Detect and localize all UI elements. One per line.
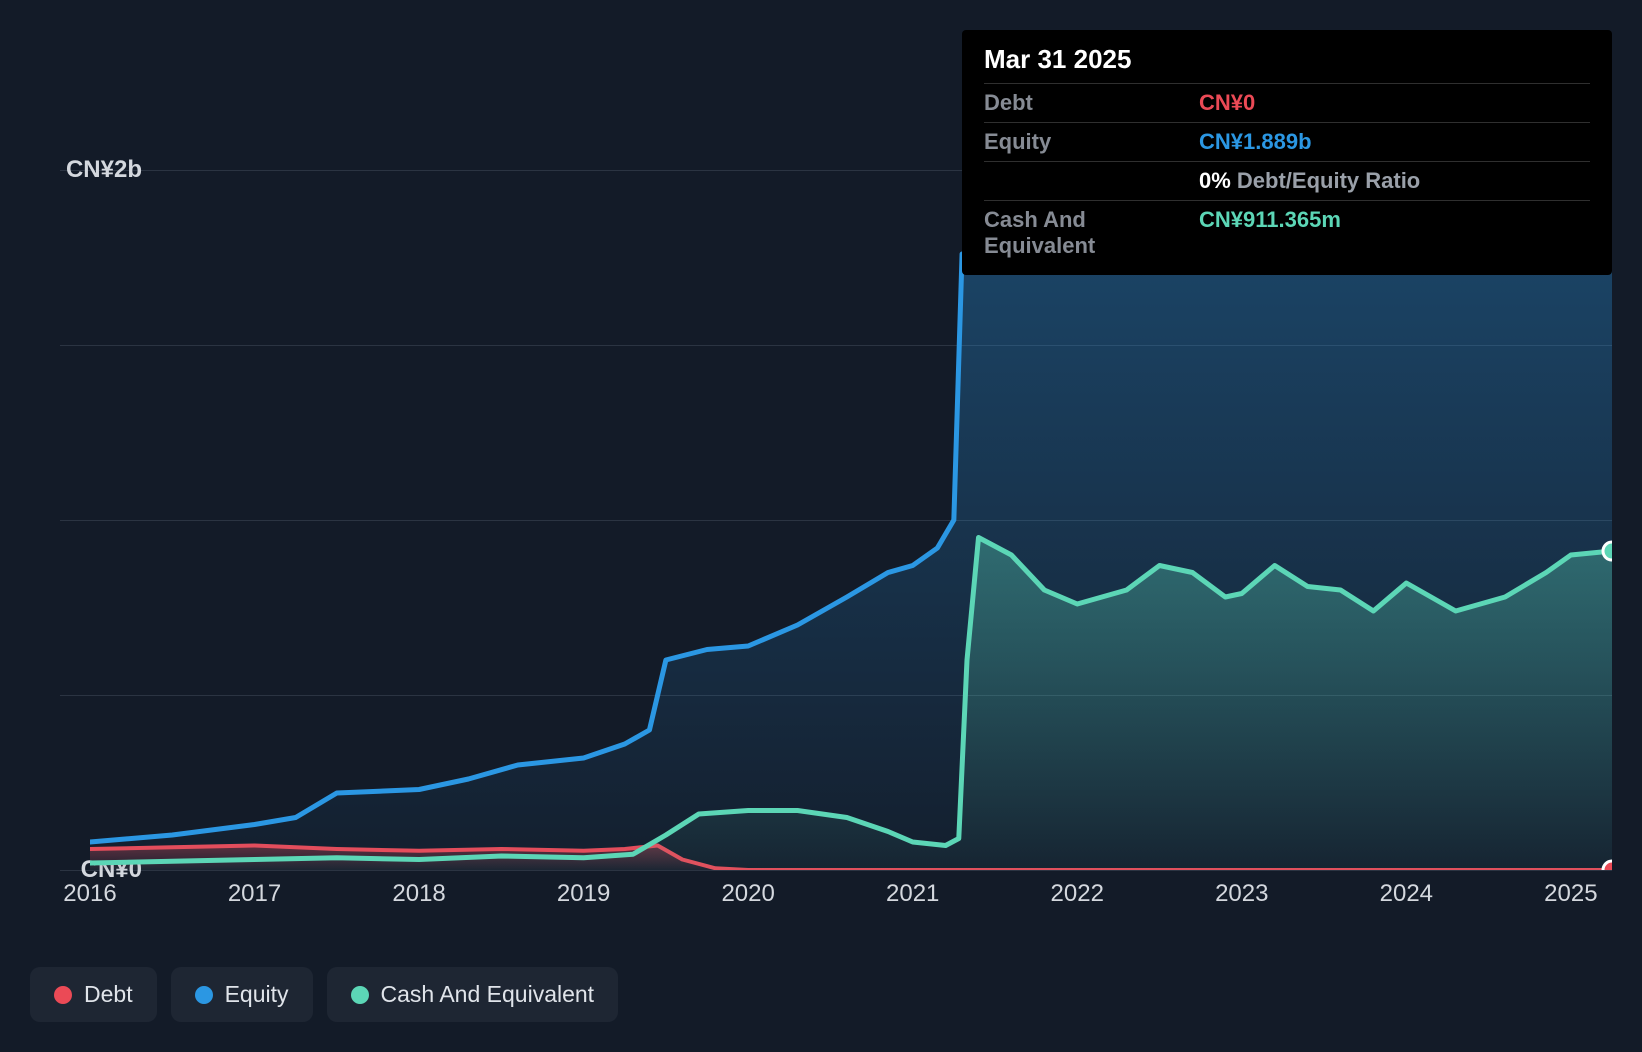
tooltip-value: 0% Debt/Equity Ratio <box>1199 168 1590 194</box>
legend-item-cash-and-equivalent[interactable]: Cash And Equivalent <box>327 967 619 1022</box>
legend-label: Equity <box>225 981 289 1008</box>
tooltip-row: EquityCN¥1.889b <box>984 122 1590 161</box>
legend: Debt Equity Cash And Equivalent <box>30 967 618 1022</box>
tooltip-row: DebtCN¥0 <box>984 83 1590 122</box>
gridline <box>60 870 1612 871</box>
tooltip-label: Debt <box>984 90 1199 116</box>
legend-item-debt[interactable]: Debt <box>30 967 157 1022</box>
x-axis-label: 2020 <box>721 880 774 908</box>
x-axis-label: 2021 <box>886 880 939 908</box>
legend-dot-icon <box>195 986 213 1004</box>
tooltip-row: 0% Debt/Equity Ratio <box>984 161 1590 200</box>
legend-item-equity[interactable]: Equity <box>171 967 313 1022</box>
tooltip-label <box>984 168 1199 194</box>
x-axis-label: 2023 <box>1215 880 1268 908</box>
end-marker-cash-and-equivalent <box>1603 542 1612 560</box>
tooltip-rows: DebtCN¥0EquityCN¥1.889b0% Debt/Equity Ra… <box>984 83 1590 265</box>
legend-dot-icon <box>351 986 369 1004</box>
x-axis-label: 2017 <box>228 880 281 908</box>
x-axis-label: 2024 <box>1380 880 1433 908</box>
chart-container: CN¥0CN¥2b 201620172018201920202021202220… <box>0 0 1642 1052</box>
x-axis-label: 2019 <box>557 880 610 908</box>
legend-dot-icon <box>54 986 72 1004</box>
x-axis-label: 2018 <box>392 880 445 908</box>
legend-label: Debt <box>84 981 133 1008</box>
tooltip-panel: Mar 31 2025 DebtCN¥0EquityCN¥1.889b0% De… <box>962 30 1612 275</box>
tooltip-value: CN¥911.365m <box>1199 207 1590 259</box>
tooltip-value: CN¥0 <box>1199 90 1590 116</box>
legend-label: Cash And Equivalent <box>381 981 595 1008</box>
tooltip-value: CN¥1.889b <box>1199 129 1590 155</box>
x-axis-label: 2016 <box>63 880 116 908</box>
x-axis-label: 2025 <box>1544 880 1597 908</box>
x-labels: 2016 2017 2018 2019 2020 2021 2022 2023 2024 2025 <box>60 880 1612 910</box>
tooltip-label: Cash And Equivalent <box>984 207 1199 259</box>
tooltip-label: Equity <box>984 129 1199 155</box>
tooltip-title: Mar 31 2025 <box>984 44 1590 75</box>
x-axis-label: 2022 <box>1051 880 1104 908</box>
tooltip-row: Cash And EquivalentCN¥911.365m <box>984 200 1590 265</box>
